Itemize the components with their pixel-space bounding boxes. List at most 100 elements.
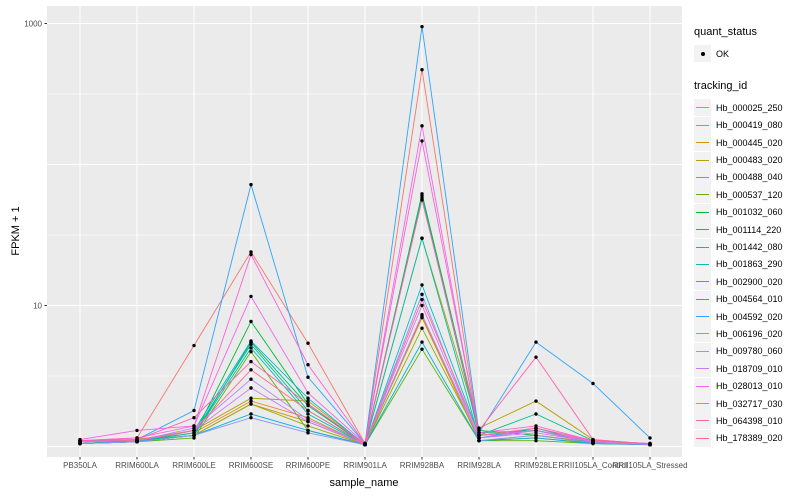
legend-item-label: OK: [716, 48, 730, 59]
legend-item[interactable]: Hb_028013_010: [694, 377, 798, 395]
legend-item[interactable]: Hb_000445_020: [694, 134, 798, 152]
legend-title-tracking-id: tracking_id: [694, 80, 748, 93]
data-point: [648, 442, 652, 446]
series-color-swatch-icon: [696, 281, 709, 283]
data-point: [135, 428, 139, 433]
series-color-swatch-icon: [696, 246, 709, 248]
data-point: [249, 399, 253, 403]
legend-key-box: [694, 308, 711, 326]
data-point: [306, 363, 310, 367]
data-point: [249, 319, 253, 324]
data-point: [420, 315, 424, 320]
data-point: [363, 442, 367, 446]
data-point: [306, 396, 310, 400]
legend-item-label: Hb_006196_020: [716, 328, 783, 339]
data-point: [249, 359, 253, 364]
legend-item[interactable]: Hb_001442_080: [694, 238, 798, 256]
data-point: [249, 252, 253, 257]
legend-item[interactable]: Hb_032717_030: [694, 395, 798, 413]
legend-item-label: Hb_064398_010: [716, 415, 783, 426]
data-point: [249, 350, 253, 354]
legend-item-label: Hb_001863_290: [716, 259, 783, 270]
data-point: [420, 297, 424, 302]
x-tick-label: RRIM600SE: [228, 461, 274, 470]
legend-item[interactable]: Hb_009780_060: [694, 342, 798, 360]
legend-item[interactable]: Hb_002900_020: [694, 273, 798, 291]
data-point: [420, 303, 424, 308]
series-color-swatch-icon: [696, 142, 709, 144]
legend-item[interactable]: Hb_004564_010: [694, 290, 798, 308]
legend-item[interactable]: Hb_000025_250: [694, 99, 798, 117]
data-point: [534, 340, 538, 344]
legend-item-label: Hb_001114_220: [716, 224, 782, 235]
data-point: [249, 386, 253, 390]
data-point: [306, 412, 310, 416]
legend-title-quant-status: quant_status: [694, 26, 757, 38]
x-tick-label: PB350LA: [63, 461, 97, 470]
data-point: [306, 402, 310, 406]
data-point: [192, 433, 196, 438]
legend-item-label: Hb_000483_020: [716, 155, 783, 166]
data-point: [420, 313, 424, 317]
legend-item[interactable]: Hb_064398_010: [694, 412, 798, 430]
data-point: [534, 431, 538, 435]
data-point: [477, 433, 481, 438]
legend-item-label: Hb_004564_010: [716, 294, 783, 305]
data-point: [534, 436, 538, 440]
legend-item-label: Hb_028013_010: [716, 381, 783, 392]
series-color-swatch-icon: [696, 403, 709, 405]
data-point: [306, 424, 310, 428]
data-point: [477, 428, 481, 433]
data-point: [192, 431, 196, 435]
x-tick-label: RRIM928LE: [514, 461, 558, 470]
y-axis-title: FPKM + 1: [10, 206, 22, 256]
legend-item[interactable]: Hb_000488_040: [694, 168, 798, 186]
data-point: [306, 431, 310, 435]
legend-key-box: [694, 238, 711, 256]
legend-key-box: [694, 186, 711, 204]
legend-key-box: [694, 151, 711, 169]
legend-item-label: Hb_032717_030: [716, 398, 783, 409]
data-point: [534, 399, 538, 403]
legend-item-label: Hb_001032_060: [716, 207, 783, 218]
data-point: [420, 340, 424, 344]
data-point: [420, 139, 424, 143]
legend-item[interactable]: Hb_001114_220: [694, 221, 798, 239]
legend: quant_status OK tracking_id Hb_000025_25…: [694, 26, 798, 447]
legend-item[interactable]: Hb_001863_290: [694, 255, 798, 273]
series-color-swatch-icon: [696, 316, 709, 318]
legend-item-label: Hb_000419_080: [716, 120, 783, 131]
x-tick-label: RRIM600LE: [172, 461, 216, 470]
legend-item-label: Hb_004592_020: [716, 311, 783, 322]
data-point: [306, 408, 310, 413]
legend-item-label: Hb_018709_010: [716, 363, 783, 374]
legend-item[interactable]: Hb_004592_020: [694, 308, 798, 326]
legend-key-box: [694, 360, 711, 378]
data-point: [477, 436, 481, 440]
legend-key-box: [694, 325, 711, 343]
legend-item[interactable]: Hb_006196_020: [694, 325, 798, 343]
data-point: [534, 438, 538, 443]
legend-key-box: [694, 273, 711, 291]
legend-key-box: [694, 99, 711, 117]
legend-item[interactable]: Hb_000483_020: [694, 151, 798, 169]
legend-item-quant-ok[interactable]: OK: [694, 45, 798, 62]
data-point: [192, 408, 196, 413]
data-point: [249, 412, 253, 416]
series-color-swatch-icon: [696, 211, 709, 213]
series-color-swatch-icon: [696, 298, 709, 300]
data-point: [591, 438, 595, 443]
legend-item[interactable]: Hb_000537_120: [694, 186, 798, 204]
legend-item-label: Hb_000537_120: [716, 189, 783, 200]
legend-item[interactable]: Hb_018709_010: [694, 360, 798, 378]
data-point: [648, 436, 652, 440]
data-point: [591, 381, 595, 386]
data-point: [78, 440, 82, 444]
legend-item[interactable]: Hb_001032_060: [694, 203, 798, 221]
legend-tracking-id-items: Hb_000025_250 Hb_000419_080 Hb_000445_020 H…: [694, 99, 798, 447]
y-tick-label: 10: [33, 301, 42, 310]
legend-item[interactable]: Hb_178389_020: [694, 429, 798, 447]
legend-item[interactable]: Hb_000419_080: [694, 116, 798, 134]
data-point: [192, 343, 196, 348]
